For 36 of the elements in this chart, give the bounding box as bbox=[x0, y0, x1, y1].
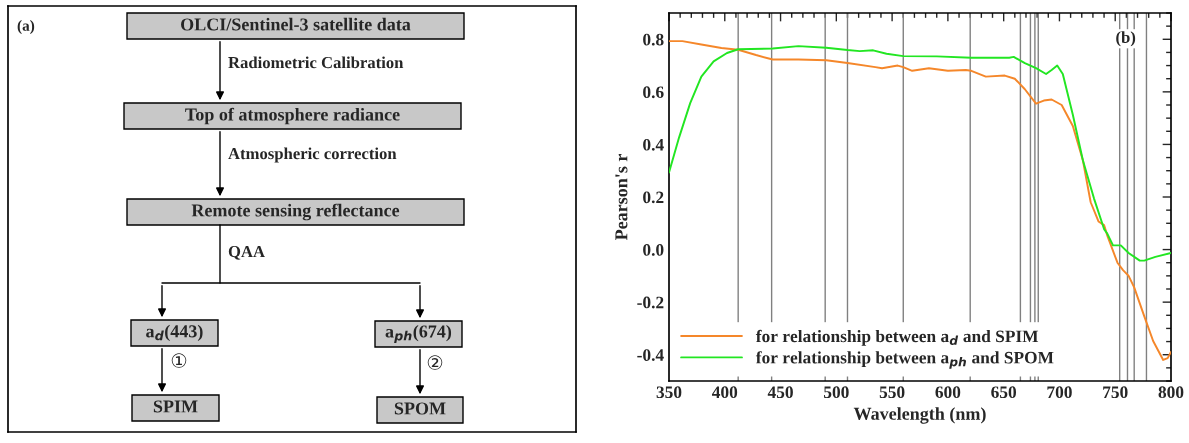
legend-label: for relationship between a$_{d}$ and SPIM bbox=[755, 329, 1039, 346]
category-label: SPIM bbox=[153, 400, 198, 413]
y-tick-label: 0.0 bbox=[643, 244, 664, 256]
text: Radiometric Calibration bbox=[228, 56, 404, 69]
x-tick-label: 400 bbox=[712, 386, 738, 399]
x-axis-title: Wavelength (nm) bbox=[853, 407, 986, 424]
text: ② bbox=[427, 355, 443, 370]
x-tick-label: 550 bbox=[879, 386, 905, 399]
y-tick-label: 0.4 bbox=[643, 138, 664, 151]
text: ① bbox=[171, 353, 187, 368]
category-label: Remote sensing reflectance bbox=[191, 203, 400, 221]
y-tick-label: -0.4 bbox=[637, 349, 664, 361]
y-tick-label: -0.2 bbox=[637, 296, 664, 309]
x-tick-label: 700 bbox=[1047, 386, 1072, 399]
x-tick-label: 600 bbox=[935, 386, 961, 399]
text: QAA bbox=[228, 245, 265, 260]
x-tick-label: 750 bbox=[1103, 386, 1128, 399]
text: Atmospheric correction bbox=[228, 147, 397, 163]
text: (a) bbox=[17, 20, 35, 34]
category-label: OLCI/Sentinel-3 satellite data bbox=[181, 17, 411, 31]
y-tick-label: 0.6 bbox=[643, 86, 664, 99]
x-tick-label: 350 bbox=[656, 386, 682, 399]
y-axis-title: Pearson's r bbox=[615, 154, 628, 241]
x-tick-label: 800 bbox=[1158, 386, 1184, 399]
x-tick-label: 450 bbox=[767, 386, 793, 399]
y-tick-label: 0.8 bbox=[643, 33, 664, 46]
y-tick-label: 0.2 bbox=[643, 191, 664, 204]
line-series bbox=[669, 45, 1171, 262]
category-label: a$_{d}$(443) bbox=[146, 324, 203, 342]
legend-label: for relationship between a$_{ph}$ and SPOM bbox=[755, 351, 1054, 369]
x-tick-label: 650 bbox=[991, 386, 1017, 399]
category-label: Top of atmosphere radiance bbox=[185, 107, 400, 125]
text: (b) bbox=[1116, 31, 1136, 47]
category-label: SPOM bbox=[394, 402, 446, 415]
x-tick-label: 500 bbox=[824, 386, 849, 399]
category-label: a$_{ph}$(674) bbox=[385, 324, 452, 343]
